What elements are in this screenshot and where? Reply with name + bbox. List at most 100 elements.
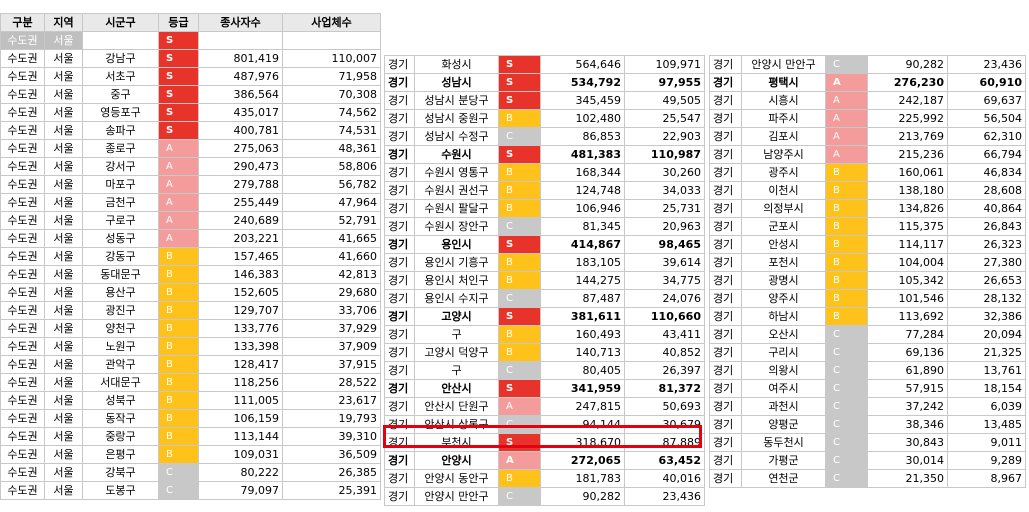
- cell-city: 성남시 수정구: [414, 127, 499, 146]
- cell-category: 수도권: [0, 139, 45, 158]
- cell-city: 포천시: [741, 253, 826, 272]
- cell-businesses: 60,910: [947, 73, 1026, 92]
- table-row: 수도권 서울 S: [0, 31, 381, 50]
- table-row: 수도권 서울 은평구 B 109,031 36,509: [0, 445, 381, 464]
- cell-region: 경기: [709, 433, 742, 452]
- cell-grade: A: [825, 127, 868, 146]
- cell-region: 서울: [44, 427, 83, 446]
- cell-employees: 102,480: [540, 109, 625, 128]
- cell-grade: B: [498, 163, 541, 182]
- cell-employees: 80,405: [540, 361, 625, 380]
- cell-businesses: 40,016: [624, 469, 705, 488]
- cell-city: 수원시 영통구: [414, 163, 499, 182]
- cell-businesses: 52,791: [282, 211, 381, 230]
- cell-region: 경기: [384, 289, 415, 308]
- cell-employees: 146,383: [198, 265, 283, 284]
- table-row: 수도권 서울 서대문구 B 118,256 28,522: [0, 373, 381, 392]
- table-row: 수도권 서울 동대문구 B 146,383 42,813: [0, 265, 381, 284]
- cell-employees: 168,344: [540, 163, 625, 182]
- table-row: 경기 의왕시 C 61,890 13,761: [709, 361, 1026, 380]
- cell-grade: S: [498, 91, 541, 110]
- table-row: 경기 안양시 만안구 C 90,282 23,436: [384, 487, 705, 506]
- table-row: 수도권 서울 구로구 A 240,689 52,791: [0, 211, 381, 230]
- cell-city: 안양시 만안구: [741, 55, 826, 74]
- cell-district: 용산구: [82, 283, 159, 302]
- table-row: 경기 구 C 80,405 26,397: [384, 361, 705, 380]
- cell-businesses: 39,310: [282, 427, 381, 446]
- cell-businesses: 49,505: [624, 91, 705, 110]
- cell-grade: B: [825, 253, 868, 272]
- cell-grade: A: [158, 175, 199, 194]
- cell-region: 경기: [384, 379, 415, 398]
- cell-businesses: 37,909: [282, 337, 381, 356]
- cell-employees: 94,144: [540, 415, 625, 434]
- cell-employees: 134,826: [867, 199, 948, 218]
- cell-grade: B: [825, 289, 868, 308]
- cell-region: 서울: [44, 319, 83, 338]
- cell-employees: 104,004: [867, 253, 948, 272]
- cell-employees: 152,605: [198, 283, 283, 302]
- cell-region: 경기: [384, 145, 415, 164]
- cell-region: 경기: [709, 379, 742, 398]
- cell-city: 양평군: [741, 415, 826, 434]
- table-row: 수도권 서울 강서구 A 290,473 58,806: [0, 157, 381, 176]
- cell-employees: 106,946: [540, 199, 625, 218]
- table-row: 경기 의정부시 B 134,826 40,864: [709, 199, 1026, 218]
- cell-region: 경기: [384, 271, 415, 290]
- cell-businesses: 34,033: [624, 181, 705, 200]
- cell-district: 관악구: [82, 355, 159, 374]
- cell-businesses: 74,531: [282, 121, 381, 140]
- cell-region: 경기: [384, 469, 415, 488]
- cell-grade: B: [825, 217, 868, 236]
- cell-district: 은평구: [82, 445, 159, 464]
- cell-district: 강남구: [82, 49, 159, 68]
- cell-region: 경기: [709, 73, 742, 92]
- cell-district: 성북구: [82, 391, 159, 410]
- table-row: 경기 구 B 160,493 43,411: [384, 325, 705, 344]
- cell-grade: S: [158, 85, 199, 104]
- cell-city: 용인시 수지구: [414, 289, 499, 308]
- cell-grade: A: [825, 73, 868, 92]
- cell-category: 수도권: [0, 319, 45, 338]
- cell-city: 구: [414, 361, 499, 380]
- cell-employees: 240,689: [198, 211, 283, 230]
- cell-employees: 101,546: [867, 289, 948, 308]
- cell-grade: C: [825, 415, 868, 434]
- cell-region: 서울: [44, 49, 83, 68]
- cell-businesses: 69,637: [947, 91, 1026, 110]
- cell-grade: B: [158, 409, 199, 428]
- table-row: 경기 안양시 만안구 C 90,282 23,436: [709, 55, 1026, 74]
- cell-grade: C: [158, 463, 199, 482]
- table-row: 경기 안산시 단원구 A 247,815 50,693: [384, 397, 705, 416]
- partial-top-text: [0, 0, 380, 12]
- cell-grade: B: [498, 109, 541, 128]
- cell-city: 성남시 중원구: [414, 109, 499, 128]
- cell-businesses: 37,915: [282, 355, 381, 374]
- cell-region: 서울: [44, 283, 83, 302]
- header-district: 시군구: [82, 13, 159, 32]
- cell-region: 서울: [44, 157, 83, 176]
- cell-employees: 481,383: [540, 145, 625, 164]
- cell-employees: 381,611: [540, 307, 625, 326]
- table-row: 경기 평택시 A 276,230 60,910: [709, 73, 1026, 92]
- table-row: 경기 남양주시 A 215,236 66,794: [709, 145, 1026, 164]
- cell-employees: 30,843: [867, 433, 948, 452]
- cell-grade: S: [498, 73, 541, 92]
- cell-region: 서울: [44, 103, 83, 122]
- cell-region: 경기: [709, 217, 742, 236]
- cell-businesses: 110,660: [624, 307, 705, 326]
- cell-grade: C: [498, 217, 541, 236]
- cell-businesses: 29,680: [282, 283, 381, 302]
- cell-businesses: 40,864: [947, 199, 1026, 218]
- cell-businesses: 30,260: [624, 163, 705, 182]
- cell-employees: 128,417: [198, 355, 283, 374]
- cell-region: 경기: [384, 397, 415, 416]
- cell-businesses: 97,955: [624, 73, 705, 92]
- table-row: 경기 안산시 S 341,959 81,372: [384, 379, 705, 398]
- cell-employees: 111,005: [198, 391, 283, 410]
- table-row: 경기 구리시 C 69,136 21,325: [709, 343, 1026, 362]
- cell-businesses: 27,380: [947, 253, 1026, 272]
- cell-employees: 534,792: [540, 73, 625, 92]
- cell-employees: 203,221: [198, 229, 283, 248]
- header-businesses: 사업체수: [282, 13, 381, 32]
